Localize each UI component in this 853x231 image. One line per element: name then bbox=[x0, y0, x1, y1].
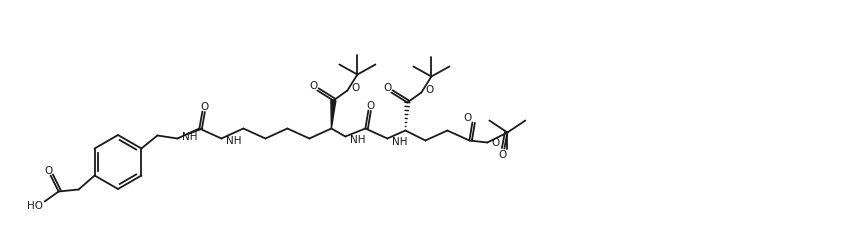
Text: O: O bbox=[366, 101, 374, 111]
Text: O: O bbox=[44, 166, 53, 176]
Polygon shape bbox=[330, 101, 335, 129]
Text: O: O bbox=[383, 83, 391, 93]
Text: NH: NH bbox=[350, 135, 365, 145]
Text: NH: NH bbox=[392, 137, 408, 147]
Text: O: O bbox=[351, 83, 359, 93]
Text: O: O bbox=[490, 138, 499, 148]
Text: O: O bbox=[309, 81, 317, 91]
Text: O: O bbox=[200, 102, 208, 112]
Text: HO: HO bbox=[26, 201, 43, 211]
Text: O: O bbox=[462, 113, 471, 123]
Text: O: O bbox=[497, 150, 506, 160]
Text: O: O bbox=[425, 85, 433, 95]
Text: NH: NH bbox=[183, 132, 198, 142]
Text: NH: NH bbox=[226, 136, 241, 146]
